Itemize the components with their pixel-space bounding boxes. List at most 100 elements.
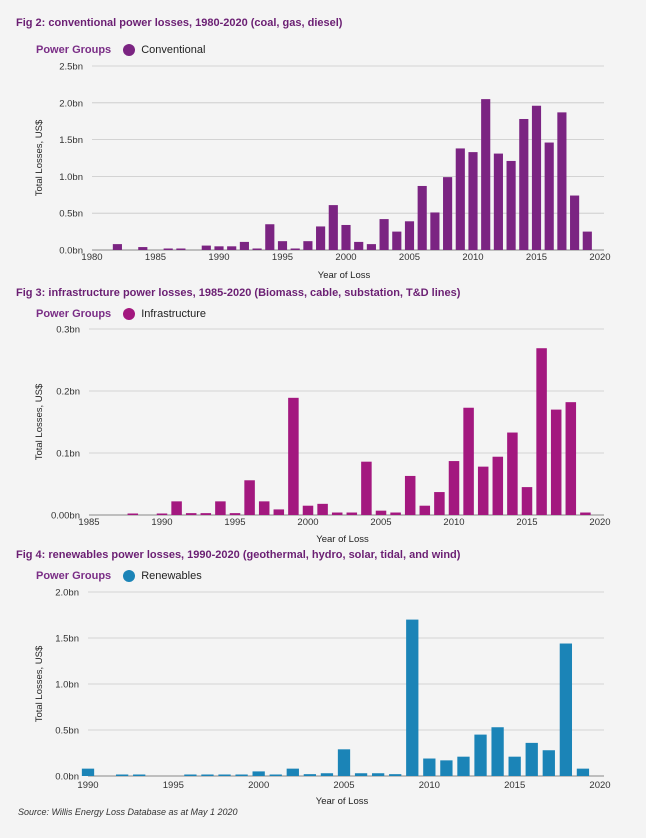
fig3-bar-1992[interactable] [185, 513, 197, 515]
fig4-xtick-label: 1990 [77, 780, 98, 791]
fig3-bar-2016[interactable] [536, 348, 547, 515]
fig2-bar-1999[interactable] [328, 205, 338, 250]
fig4-bar-2000[interactable] [252, 771, 265, 776]
fig2-bar-1998[interactable] [316, 226, 326, 250]
fig2-bar-2002[interactable] [366, 244, 376, 250]
fig2-bar-1986[interactable] [163, 248, 173, 251]
fig2-bar-2017[interactable] [557, 112, 567, 250]
fig2-bar-2012[interactable] [493, 153, 503, 250]
fig3-bar-2015[interactable] [521, 487, 533, 515]
fig4-bar-2008[interactable] [389, 774, 402, 776]
fig3-bar-1993[interactable] [200, 513, 212, 515]
fig3-bar-1991[interactable] [171, 501, 182, 515]
fig4-bar-2014[interactable] [491, 727, 504, 776]
fig4-bar-2012[interactable] [457, 756, 470, 776]
fig4-legend-series: Renewables [141, 570, 202, 582]
fig2-bar-2010[interactable] [468, 152, 478, 250]
fig3-bar-2017[interactable] [550, 409, 562, 515]
fig3-bar-1996[interactable] [244, 480, 255, 515]
fig4-bar-1996[interactable] [184, 774, 197, 777]
fig3-bar-2004[interactable] [361, 461, 372, 515]
fig4-bar-1997[interactable] [201, 774, 214, 777]
fig4-bar-2004[interactable] [320, 773, 334, 776]
fig4-bar-1998[interactable] [218, 774, 231, 777]
fig4-bar-2018[interactable] [559, 643, 573, 776]
fig3-bar-2011[interactable] [463, 407, 474, 515]
fig4-bar-2017[interactable] [542, 750, 555, 776]
fig2-bar-2014[interactable] [519, 118, 529, 250]
fig2-bar-2015[interactable] [531, 105, 542, 250]
fig4-bar-1992[interactable] [115, 774, 129, 777]
fig2-bar-2016[interactable] [544, 142, 554, 250]
fig4-bar-2019[interactable] [576, 768, 590, 776]
fig3-bar-1990[interactable] [156, 513, 168, 516]
fig4-bar-1999[interactable] [235, 774, 248, 777]
fig3-bar-2001[interactable] [317, 503, 328, 515]
fig2-bar-1995[interactable] [277, 241, 288, 250]
fig2-bar-2006[interactable] [417, 185, 427, 250]
fig4-bar-2009[interactable] [406, 619, 419, 776]
fig4-bar-2007[interactable] [371, 773, 385, 776]
fig3-bar-1995[interactable] [229, 513, 241, 515]
fig4-bar-2006[interactable] [354, 773, 368, 776]
fig3-bar-2019[interactable] [580, 512, 591, 515]
fig4-ytick-label: 2.0bn [55, 588, 79, 599]
fig2-bar-1997[interactable] [303, 241, 313, 250]
fig3-bar-2010[interactable] [448, 461, 460, 515]
fig3-bar-2000[interactable] [302, 505, 314, 515]
fig3-bar-1994[interactable] [215, 501, 226, 515]
fig2-bar-2001[interactable] [354, 241, 364, 250]
fig3-bar-2008[interactable] [419, 505, 431, 515]
fig2-bar-2011[interactable] [481, 99, 491, 251]
fig3-bar-2002[interactable] [331, 512, 343, 515]
fig3-bar-2018[interactable] [565, 402, 577, 515]
fig4-bar-2005[interactable] [337, 749, 351, 776]
fig4-bar-2002[interactable] [286, 768, 299, 776]
fig4-bar-2001[interactable] [269, 774, 282, 777]
fig2-bar-2018[interactable] [570, 195, 580, 250]
fig2-bar-1996[interactable] [290, 248, 300, 251]
fig3-bar-2006[interactable] [390, 512, 401, 515]
fig2-bar-1989[interactable] [201, 245, 211, 250]
fig4-bar-2016[interactable] [525, 742, 538, 776]
fig2-bar-1987[interactable] [176, 248, 186, 251]
fig2-bar-1994[interactable] [265, 224, 275, 250]
fig3-bar-2003[interactable] [346, 512, 358, 515]
fig2-bar-2005[interactable] [404, 221, 415, 250]
fig4-bar-2011[interactable] [440, 760, 453, 776]
fig2-bar-2009[interactable] [455, 148, 465, 250]
fig2-xtick-label: 2015 [526, 252, 547, 263]
fig4-bar-2015[interactable] [508, 756, 521, 776]
fig4-bar-1990[interactable] [81, 768, 95, 776]
fig2-bar-2019[interactable] [582, 231, 592, 250]
fig2-bar-2013[interactable] [506, 160, 516, 250]
fig3-bar-1988[interactable] [127, 513, 139, 516]
fig2-bar-2008[interactable] [443, 177, 453, 250]
fig2-bar-1984[interactable] [138, 247, 148, 250]
fig2-bar-2000[interactable] [341, 224, 351, 250]
fig3-bar-1999[interactable] [288, 397, 299, 515]
fig2-bar-1992[interactable] [239, 241, 249, 250]
fig3-bar-2005[interactable] [375, 510, 387, 515]
fig4-xtick-label: 2020 [589, 780, 610, 791]
fig3-bar-2007[interactable] [404, 475, 416, 515]
fig3-bar-2009[interactable] [434, 492, 445, 515]
fig3-bar-1998[interactable] [273, 509, 285, 515]
fig2-bar-1991[interactable] [227, 246, 237, 250]
fig4-bar-2010[interactable] [423, 758, 436, 776]
fig2-bar-1993[interactable] [252, 248, 262, 251]
fig3-bar-2012[interactable] [477, 466, 489, 515]
fig3-bar-2013[interactable] [492, 456, 504, 515]
fig3-bar-2014[interactable] [507, 432, 518, 515]
fig4-bar-1993[interactable] [133, 774, 146, 777]
fig4-bar-2013[interactable] [474, 734, 487, 776]
fig3-bar-1997[interactable] [258, 501, 270, 515]
fig2-bar-1990[interactable] [214, 246, 224, 250]
fig3-legend-swatch [123, 308, 136, 320]
fig2-bar-2007[interactable] [430, 212, 440, 250]
fig2-bar-1982[interactable] [112, 244, 122, 250]
fig2-ytick-label: 1.0bn [59, 172, 83, 183]
fig2-bar-2004[interactable] [392, 231, 402, 250]
fig4-bar-2003[interactable] [303, 774, 317, 776]
fig2-bar-2003[interactable] [379, 219, 389, 250]
